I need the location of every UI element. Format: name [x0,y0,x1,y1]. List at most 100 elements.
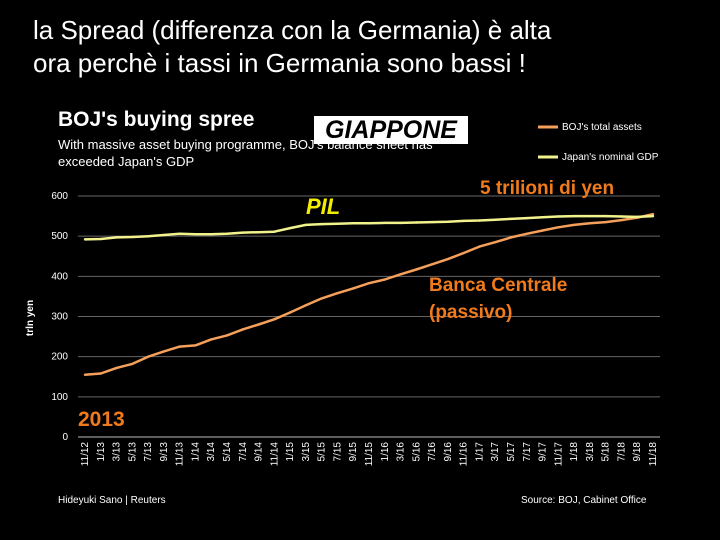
series-point [446,220,450,223]
series-point [336,222,339,225]
x-tick-label: 11/14 [269,442,280,467]
series-point [99,237,102,241]
x-tick-label: 9/16 [443,442,454,462]
series-point [478,245,481,248]
series-point [257,230,260,234]
series-point [588,222,592,225]
x-tick-label: 1/14 [190,442,201,462]
slide-title: la Spread (differenza con la Germania) è… [33,14,713,80]
series-point [430,263,434,266]
y-tick-label: 0 [62,432,68,443]
x-tick-label: 5/16 [411,442,422,462]
series-point [651,212,655,216]
x-tick-label: 11/15 [364,442,375,467]
x-tick-label: 1/17 [474,442,485,462]
x-tick-label: 11/13 [175,442,186,467]
series-point [162,233,166,237]
annotation-trillion: 5 trilioni di yen [480,178,614,199]
series-point [588,214,592,218]
series-point [620,215,623,218]
chart-title: BOJ's buying spree [58,108,255,131]
x-tick-label: 7/18 [616,442,627,462]
series-point [288,311,292,314]
series-point [178,232,181,235]
series-point [210,338,213,341]
grid-lines [78,195,660,438]
series-point [99,372,102,375]
x-tick-label: 3/17 [490,442,501,462]
series-point [462,251,465,255]
series-point [241,328,244,331]
legend-label-total-assets: BOJ's total assets [562,122,642,133]
x-tick-label: 3/15 [301,442,312,462]
series-point [146,234,150,238]
series-point [288,226,292,230]
series-point [83,238,87,241]
series-point [509,217,513,221]
legend-label-nominal-gdp: Japan's nominal GDP [562,152,659,163]
series-point [115,366,118,370]
y-tick-label: 200 [51,352,68,363]
x-tick-label: 5/13 [127,442,138,462]
x-tick-label: 9/18 [632,442,643,462]
x-tick-label: 7/13 [143,442,154,462]
x-tick-label: 7/14 [238,442,249,462]
y-tick-label: 100 [51,392,68,403]
annotation-year: 2013 [78,408,125,431]
annotation-bank-line2: (passivo) [429,302,512,323]
series-point [478,219,481,222]
series-point [304,223,308,227]
series-point [194,232,197,236]
series-point [352,287,355,290]
series-point [399,273,402,276]
series-point [131,235,134,239]
slide-title-line-1: la Spread (differenza con la Germania) è… [33,15,552,45]
slide-title-line-2: ora perchè i tassi in Germania sono bass… [33,48,526,78]
x-tick-label: 1/13 [96,442,107,462]
giappone-stamp: GIAPPONE [314,116,468,144]
x-axis-ticks: 11/12 1/13 3/13 5/13 7/13 9/13 11/13 1/14 3/14 5/… [80,442,659,467]
y-axis-label: trln yen [25,300,36,336]
series-point [367,222,371,225]
x-tick-label: 7/17 [522,442,533,462]
annotation-bank-line1: Banca Centrale [429,275,567,296]
y-tick-label: 400 [51,271,68,282]
series-point [636,215,639,219]
x-tick-label: 7/15 [332,442,343,462]
series-point [509,236,513,239]
series-point [557,215,560,218]
series-point [541,229,544,232]
series-point [525,216,528,220]
series-point [146,355,150,358]
x-tick-label: 11/17 [553,442,564,467]
x-tick-label: 9/17 [538,442,549,462]
series-point [557,226,560,229]
y-axis-ticks: 0 100 200 300 400 500 600 [51,191,68,443]
x-tick-label: 5/17 [506,442,517,462]
series-point [572,214,576,218]
footer-source: Source: BOJ, Cabinet Office [521,495,647,506]
series-point [225,334,229,337]
series-point [620,218,623,222]
x-tick-label: 11/16 [459,442,470,467]
series-point [541,216,544,219]
x-tick-label: 3/13 [112,442,123,462]
series-point [131,362,134,366]
x-tick-label: 3/18 [585,442,596,462]
series-point [178,345,181,348]
series-point [651,214,655,218]
series-point [83,373,87,376]
x-tick-label: 1/16 [380,442,391,462]
series-point [320,297,323,300]
series-point [383,221,386,225]
x-tick-label: 3/14 [206,442,217,462]
series-point [352,222,355,225]
series-point [494,240,497,244]
x-tick-label: 5/18 [601,442,612,462]
series-point [257,323,260,326]
y-tick-label: 600 [51,191,68,202]
y-tick-label: 300 [51,312,68,323]
series-point [241,231,244,234]
x-tick-label: 11/18 [648,442,659,467]
